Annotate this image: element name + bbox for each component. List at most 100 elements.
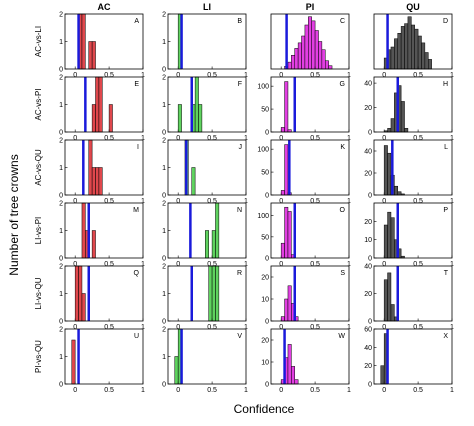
bar-c-13 bbox=[328, 65, 333, 70]
panel-letter-d: D bbox=[443, 18, 448, 25]
bar-c-10 bbox=[318, 41, 323, 70]
bar-e-3 bbox=[108, 104, 113, 133]
panel-letter-a: A bbox=[134, 18, 139, 25]
x-tick-label-o: 0 bbox=[279, 261, 283, 268]
y-tick-label-m: 2 bbox=[59, 201, 63, 208]
panel-letter-e: E bbox=[134, 81, 139, 88]
panel-m: M 0 0.5 1 0 1 2 bbox=[59, 201, 145, 269]
axes-box-a bbox=[64, 13, 144, 70]
bar-q-1 bbox=[78, 265, 83, 322]
panel-letter-r: R bbox=[237, 270, 242, 277]
y-tick-label-p: 0 bbox=[368, 256, 372, 263]
panel-letter-p: P bbox=[443, 207, 448, 214]
bar-p-2 bbox=[390, 217, 395, 259]
bar-d-4 bbox=[397, 33, 402, 70]
x-tick-label-p: 1 bbox=[450, 261, 454, 268]
y-tick-label-j: 0 bbox=[162, 193, 166, 200]
x-tick-label-f: 0.5 bbox=[207, 135, 217, 142]
x-tick-label-d: 1 bbox=[450, 72, 454, 79]
bar-d-9 bbox=[414, 28, 419, 70]
bar-i-1 bbox=[91, 167, 96, 196]
y-tick-label-a: 2 bbox=[59, 12, 63, 19]
panel-q: Q 0 0.5 1 0 1 2 bbox=[59, 264, 145, 332]
y-tick-label-r: 2 bbox=[162, 264, 166, 271]
bar-u-0 bbox=[71, 339, 76, 385]
bar-n-1 bbox=[211, 230, 216, 259]
panel-c: C 0 0.5 1 bbox=[270, 13, 351, 79]
bar-q-2 bbox=[81, 293, 86, 322]
bar-i-0 bbox=[88, 139, 93, 196]
bar-c-1 bbox=[287, 61, 292, 70]
x-tick-label-p: 0 bbox=[382, 261, 386, 268]
bar-r-2 bbox=[215, 265, 220, 322]
bar-f-3 bbox=[198, 104, 203, 133]
y-tick-label-i: 1 bbox=[59, 165, 63, 172]
y-tick-label-a: 1 bbox=[59, 39, 63, 46]
y-tick-label-s: 20 bbox=[261, 275, 269, 282]
column-title-qu: QU bbox=[406, 2, 420, 12]
bar-d-10 bbox=[417, 35, 422, 70]
x-tick-label-e: 0.5 bbox=[104, 135, 114, 142]
x-tick-label-h: 0.5 bbox=[413, 135, 423, 142]
bar-c-11 bbox=[321, 49, 326, 70]
panel-letter-g: G bbox=[340, 81, 345, 88]
x-tick-label-q: 1 bbox=[141, 324, 145, 331]
bar-i-3 bbox=[98, 167, 103, 196]
panel-k: K 0 0.5 1 0 50 100 bbox=[257, 139, 351, 205]
x-tick-label-r: 0 bbox=[176, 324, 180, 331]
x-tick-label-i: 1 bbox=[141, 198, 145, 205]
bar-c-12 bbox=[325, 60, 329, 70]
x-tick-label-c: 0.5 bbox=[310, 72, 320, 79]
y-tick-label-h: 20 bbox=[364, 105, 372, 112]
x-tick-label-e: 0 bbox=[73, 135, 77, 142]
panel-letter-v: V bbox=[237, 333, 242, 340]
bar-e-0 bbox=[91, 104, 96, 133]
panel-b: B 0 0.5 1 0 1 2 bbox=[162, 12, 248, 80]
y-tick-label-k: 100 bbox=[257, 147, 269, 154]
panel-e: E 0 0.5 1 0 1 2 bbox=[59, 75, 145, 143]
y-tick-label-u: 1 bbox=[59, 354, 63, 361]
y-tick-label-w: 0 bbox=[265, 382, 269, 389]
panel-letter-s: S bbox=[340, 270, 345, 277]
panel-letter-i: I bbox=[137, 144, 139, 151]
axes-box-s bbox=[270, 265, 350, 322]
panel-g: G 0 0.5 1 0 50 100 bbox=[257, 76, 351, 142]
bar-d-2 bbox=[390, 46, 395, 70]
x-tick-label-j: 0.5 bbox=[207, 198, 217, 205]
panel-f: F 0 0.5 1 0 1 2 bbox=[162, 75, 248, 143]
y-tick-label-v: 2 bbox=[162, 327, 166, 334]
bar-a-2 bbox=[88, 41, 93, 70]
x-tick-label-j: 1 bbox=[244, 198, 248, 205]
x-tick-label-v: 0.5 bbox=[207, 387, 217, 394]
bar-e-2 bbox=[98, 76, 103, 133]
y-tick-label-i: 0 bbox=[59, 193, 63, 200]
y-tick-label-j: 2 bbox=[162, 138, 166, 145]
x-tick-label-w: 1 bbox=[347, 387, 351, 394]
panel-d: D 0 0.5 1 bbox=[373, 13, 454, 79]
bar-o-1 bbox=[284, 206, 289, 259]
x-tick-label-x: 0 bbox=[382, 387, 386, 394]
y-tick-label-t: 40 bbox=[364, 264, 372, 271]
x-tick-label-n: 1 bbox=[244, 261, 248, 268]
bar-c-7 bbox=[308, 16, 312, 70]
bar-q-0 bbox=[74, 265, 79, 322]
panel-o: O 0 0.5 1 0 50 100 bbox=[257, 202, 351, 268]
bar-a-1 bbox=[81, 13, 86, 70]
panel-letter-u: U bbox=[134, 333, 139, 340]
y-tick-label-o: 100 bbox=[257, 213, 269, 220]
y-tick-label-l: 0 bbox=[368, 193, 372, 200]
bar-d-6 bbox=[404, 23, 409, 70]
y-tick-label-g: 100 bbox=[257, 84, 269, 91]
row-label-li-vs-qu: LI-vs-QU bbox=[34, 277, 43, 309]
bar-r-0 bbox=[208, 265, 213, 322]
axes-box-j bbox=[167, 139, 247, 196]
panel-letter-k: K bbox=[340, 144, 345, 151]
y-tick-label-w: 10 bbox=[261, 360, 269, 367]
bar-g-0 bbox=[280, 127, 285, 133]
axes-box-p bbox=[373, 202, 453, 259]
column-title-ac: AC bbox=[98, 2, 111, 12]
y-tick-label-n: 0 bbox=[162, 256, 166, 263]
